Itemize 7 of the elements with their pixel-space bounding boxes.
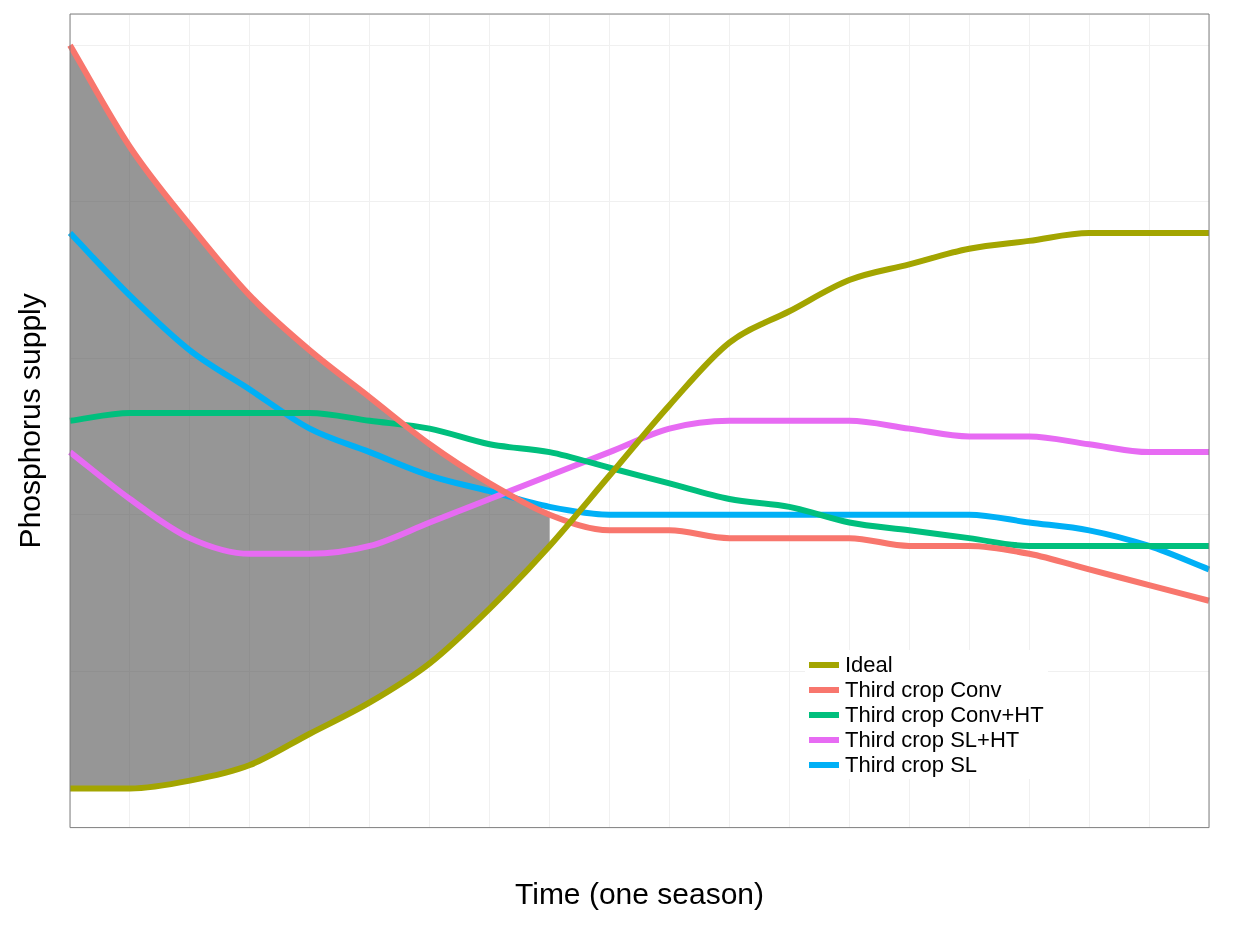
legend-label: Third crop SL (845, 752, 978, 777)
legend-label: Ideal (845, 652, 893, 677)
legend-label: Third crop SL+HT (845, 727, 1020, 752)
legend-label: Third crop Conv+HT (845, 702, 1044, 727)
y-axis-title: Phosphorus supply (13, 293, 47, 549)
legend-label: Third crop Conv (845, 677, 1002, 702)
x-axis-title: Time (one season) (515, 877, 764, 911)
